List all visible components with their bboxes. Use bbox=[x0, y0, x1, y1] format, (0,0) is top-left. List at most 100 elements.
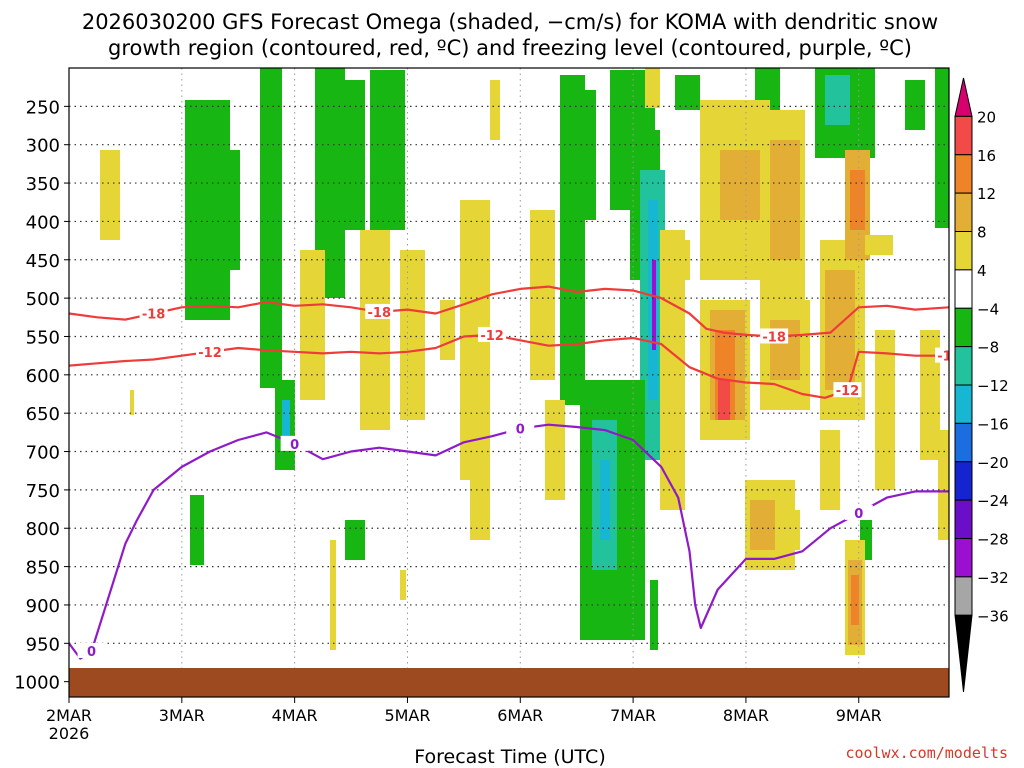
y-tick-label: 450 bbox=[26, 251, 60, 272]
x-tick-label: 5MAR bbox=[384, 706, 430, 725]
colorbar-bottom-arrow bbox=[954, 614, 973, 693]
omega-cell bbox=[750, 500, 775, 550]
colorbar-label: −12 bbox=[977, 377, 1009, 395]
omega-cell bbox=[780, 510, 800, 550]
isotherm-label-minus12: -12 bbox=[480, 329, 504, 344]
isotherm-label-minus12-bg bbox=[935, 347, 949, 363]
y-tick-label: 350 bbox=[26, 174, 60, 195]
colorbar-swatch bbox=[954, 115, 973, 156]
omega-cell bbox=[851, 575, 859, 625]
x-tick-label: 8MAR bbox=[723, 706, 769, 725]
isotherm-label-minus18: -18 bbox=[142, 307, 166, 322]
colorbar-label: −28 bbox=[977, 531, 1009, 549]
omega-cell bbox=[820, 430, 840, 510]
omega-cell bbox=[470, 380, 490, 540]
x-tick-label: 7MAR bbox=[610, 706, 656, 725]
omega-cell bbox=[825, 270, 855, 390]
isotherm-label-minus12-bg bbox=[478, 326, 507, 342]
omega-cell bbox=[718, 380, 730, 420]
colorbar: 20 16 12 8 4 −4 −8 −12 −16 −20 −24 −28 −32 −36 bbox=[954, 77, 1009, 693]
omega-cell bbox=[300, 250, 325, 400]
ground-surface bbox=[69, 668, 949, 697]
omega-cell bbox=[578, 90, 596, 220]
omega-cell bbox=[400, 250, 425, 420]
colorbar-label: −32 bbox=[977, 569, 1009, 587]
x-tick-label: 2MAR bbox=[46, 706, 92, 725]
colorbar-swatch bbox=[954, 346, 973, 386]
isotherms: -18 -18 -18 -12 -12 -12 -12 0 0 0 0 bbox=[69, 285, 961, 660]
axes: 250 300 350 400 450 500 550 600 650 700 750 800 850 9… bbox=[14, 97, 882, 743]
isotherm-label-minus18: -18 bbox=[762, 330, 786, 345]
colorbar-label: 8 bbox=[977, 224, 987, 242]
x-start-year: 2026 bbox=[49, 724, 90, 743]
colorbar-swatch bbox=[954, 192, 973, 232]
y-tick-label: 500 bbox=[26, 289, 60, 310]
freezing-level-label-bg bbox=[280, 435, 309, 451]
x-tick-label: 3MAR bbox=[159, 706, 205, 725]
omega-cell bbox=[770, 140, 800, 260]
omega-cell bbox=[938, 430, 949, 540]
colorbar-swatch bbox=[954, 538, 973, 578]
freezing-level-label: 0 bbox=[290, 438, 299, 453]
isotherm-minus18 bbox=[69, 285, 949, 338]
y-tick-label: 950 bbox=[26, 634, 60, 655]
colorbar-label: 20 bbox=[977, 108, 996, 126]
y-tick-label: 900 bbox=[26, 596, 60, 617]
freezing-level-label: 0 bbox=[516, 423, 525, 438]
omega-cell bbox=[545, 400, 565, 500]
y-tick-label: 600 bbox=[26, 366, 60, 387]
freezing-level-label-bg bbox=[506, 420, 535, 436]
omega-shading bbox=[100, 68, 949, 655]
isotherm-label-minus18-bg bbox=[139, 305, 168, 321]
y-tick-label: 650 bbox=[26, 404, 60, 425]
colorbar-swatch bbox=[954, 499, 973, 539]
chart-title-line2: growth region (contoured, red, ºC) and f… bbox=[108, 36, 912, 60]
site-credit: coolwx.com/modelts bbox=[845, 744, 1008, 762]
y-tick-label: 400 bbox=[26, 212, 60, 233]
x-axis-label: Forecast Time (UTC) bbox=[414, 746, 605, 768]
y-tick-label: 750 bbox=[26, 481, 60, 502]
colorbar-swatch bbox=[954, 231, 973, 271]
freezing-level-label-bg bbox=[844, 504, 873, 520]
omega-cell bbox=[330, 540, 336, 650]
colorbar-swatch bbox=[954, 154, 973, 194]
y-tick-label: 300 bbox=[26, 136, 60, 157]
freezing-level-label-bg bbox=[77, 642, 106, 658]
omega-cell bbox=[850, 170, 865, 230]
omega-cell bbox=[215, 150, 240, 270]
omega-cell bbox=[130, 390, 134, 415]
omega-cell bbox=[720, 150, 760, 220]
colorbar-label: 16 bbox=[977, 147, 996, 165]
isotherm-label-minus12: -12 bbox=[198, 346, 222, 361]
omega-cell bbox=[530, 210, 555, 380]
colorbar-swatch bbox=[954, 269, 973, 309]
freezing-level-label: 0 bbox=[87, 645, 96, 660]
colorbar-swatch bbox=[954, 422, 973, 463]
omega-cell bbox=[490, 80, 500, 140]
omega-cell bbox=[875, 330, 895, 490]
omega-cell bbox=[340, 80, 365, 230]
colorbar-label: −20 bbox=[977, 454, 1009, 472]
colorbar-top-arrow bbox=[954, 77, 973, 117]
omega-cell bbox=[190, 495, 204, 565]
chart-title-line1: 2026030200 GFS Forecast Omega (shaded, −… bbox=[82, 10, 938, 34]
omega-cell bbox=[865, 235, 893, 255]
colorbar-label: −24 bbox=[977, 492, 1009, 510]
isotherm-label-minus18-bg bbox=[760, 328, 789, 344]
y-tick-label: 1000 bbox=[14, 673, 60, 694]
isotherm-label-minus12: -12 bbox=[836, 384, 860, 399]
y-tick-label: 800 bbox=[26, 519, 60, 540]
plot-area: -18 -18 -18 -12 -12 -12 -12 0 0 0 0 bbox=[69, 68, 961, 697]
isotherm-label-minus12-bg bbox=[196, 343, 225, 359]
isotherm-label-minus12: -12 bbox=[937, 350, 961, 365]
omega-cell bbox=[652, 260, 656, 350]
omega-cell bbox=[282, 400, 290, 440]
omega-cell bbox=[645, 68, 660, 108]
colorbar-swatch bbox=[954, 576, 973, 616]
omega-cell bbox=[675, 75, 700, 110]
omega-cell bbox=[370, 70, 405, 230]
colorbar-label: 4 bbox=[977, 262, 987, 280]
y-tick-label: 850 bbox=[26, 558, 60, 579]
isotherm-label-minus12-bg bbox=[833, 382, 862, 398]
isotherm-label-minus18: -18 bbox=[368, 306, 392, 321]
